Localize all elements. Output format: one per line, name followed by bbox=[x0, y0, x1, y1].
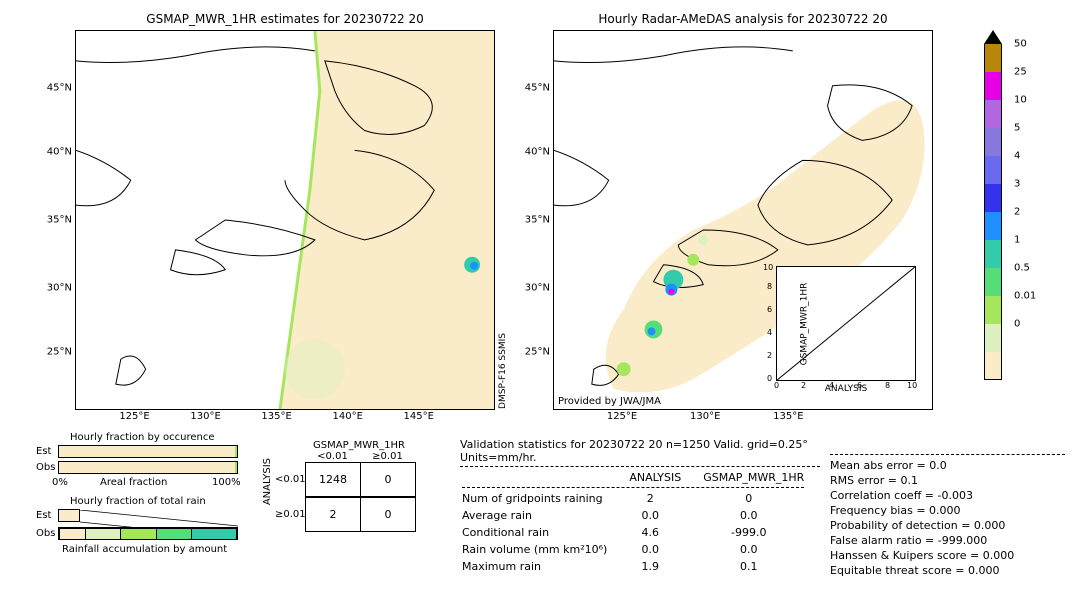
totalrain-bar-obs bbox=[58, 527, 238, 540]
scatter-inset: ANALYSIS GSMAP_MWR_1HR 0 2 4 6 8 10 0 2 … bbox=[776, 266, 916, 381]
error-line: RMS error = 0.1 bbox=[830, 473, 1014, 488]
xtick: 135°E bbox=[261, 409, 291, 422]
left-map: 45°N 40°N 35°N 30°N 25°N 125°E 130°E 135… bbox=[75, 30, 495, 410]
occurrence-title: Hourly fraction by occurence bbox=[70, 432, 214, 443]
ct-rowaxis: ANALYSIS bbox=[262, 458, 273, 525]
colorbar-tick: 1 bbox=[1014, 235, 1020, 246]
occurrence-bar-est bbox=[58, 445, 238, 458]
xtick: 125°E bbox=[607, 409, 637, 422]
totalrain-title: Hourly fraction of total rain bbox=[70, 496, 206, 507]
ct-cell: 2 bbox=[306, 498, 361, 532]
totalrain-footer: Rainfall accumulation by amount bbox=[62, 544, 227, 555]
error-line: Hanssen & Kuipers score = 0.000 bbox=[830, 548, 1014, 563]
colorbar-tick: 2 bbox=[1014, 207, 1020, 218]
error-line: Equitable threat score = 0.000 bbox=[830, 563, 1014, 578]
error-line: Probability of detection = 0.000 bbox=[830, 518, 1014, 533]
colorbar-tick: 25 bbox=[1014, 67, 1027, 78]
xtick: 125°E bbox=[119, 409, 149, 422]
occurrence-bar-obs bbox=[58, 461, 238, 474]
ct-product: GSMAP_MWR_1HR bbox=[302, 440, 416, 451]
error-line: Correlation coeff = -0.003 bbox=[830, 488, 1014, 503]
axis-label: 0% bbox=[52, 477, 68, 488]
ytick: 45°N bbox=[47, 82, 76, 93]
xtick: 130°E bbox=[690, 409, 720, 422]
right-map-title: Hourly Radar-AMeDAS analysis for 2023072… bbox=[553, 12, 933, 26]
xtick: 140°E bbox=[332, 409, 362, 422]
ytick: 35°N bbox=[47, 215, 76, 226]
ytick: 35°N bbox=[525, 215, 554, 226]
colorbar-tick: 0 bbox=[1014, 319, 1020, 330]
inset-ylabel: GSMAP_MWR_1HR bbox=[799, 282, 809, 365]
colorbar-tick: 10 bbox=[1014, 95, 1027, 106]
validation-header: Validation statistics for 20230722 20 n=… bbox=[460, 438, 820, 464]
colorbar-tick: 4 bbox=[1014, 151, 1020, 162]
error-line: Mean abs error = 0.0 bbox=[830, 458, 1014, 473]
contingency-table: GSMAP_MWR_1HR ANALYSIS <0.01 ≥0.01 <0.01… bbox=[262, 440, 416, 532]
ytick: 40°N bbox=[525, 146, 554, 157]
xtick: 130°E bbox=[190, 409, 220, 422]
ct-cell: 0 bbox=[361, 463, 416, 497]
axis-label: 100% bbox=[212, 477, 241, 488]
left-map-title: GSMAP_MWR_1HR estimates for 20230722 20 bbox=[75, 12, 495, 26]
row-label: Est bbox=[36, 446, 51, 457]
error-line: False alarm ratio = -999.000 bbox=[830, 533, 1014, 548]
colorbar: 502510543210.50.010 bbox=[984, 30, 1002, 380]
provider-label: Provided by JWA/JMA bbox=[558, 396, 661, 407]
ytick: 25°N bbox=[47, 347, 76, 358]
row-label: Obs bbox=[36, 528, 55, 539]
ytick: 45°N bbox=[525, 82, 554, 93]
colorbar-tick: 50 bbox=[1014, 39, 1027, 50]
colorbar-tick: 0.5 bbox=[1014, 263, 1030, 274]
ct-cell: 0 bbox=[361, 498, 416, 532]
left-map-canvas bbox=[76, 31, 494, 409]
error-line: Frequency bias = 0.000 bbox=[830, 503, 1014, 518]
ytick: 30°N bbox=[525, 283, 554, 294]
colorbar-tick: 3 bbox=[1014, 179, 1020, 190]
right-map: 45°N 40°N 35°N 30°N 25°N 125°E 130°E 135… bbox=[553, 30, 933, 410]
xtick: 145°E bbox=[404, 409, 434, 422]
colorbar-tick: 0.01 bbox=[1014, 291, 1036, 302]
row-label: Est bbox=[36, 510, 51, 521]
ct-cell: 1248 bbox=[306, 463, 361, 497]
row-label: Obs bbox=[36, 462, 55, 473]
ytick: 30°N bbox=[47, 283, 76, 294]
axis-label: Areal fraction bbox=[100, 477, 167, 488]
ytick: 40°N bbox=[47, 146, 76, 157]
ytick: 25°N bbox=[525, 347, 554, 358]
xtick: 135°E bbox=[773, 409, 803, 422]
sensor-label: DMSP-F16 SSMIS bbox=[498, 333, 508, 409]
validation-block: Validation statistics for 20230722 20 n=… bbox=[460, 438, 820, 576]
colorbar-tick: 5 bbox=[1014, 123, 1020, 134]
error-metrics: Mean abs error = 0.0RMS error = 0.1Corre… bbox=[830, 458, 1014, 578]
